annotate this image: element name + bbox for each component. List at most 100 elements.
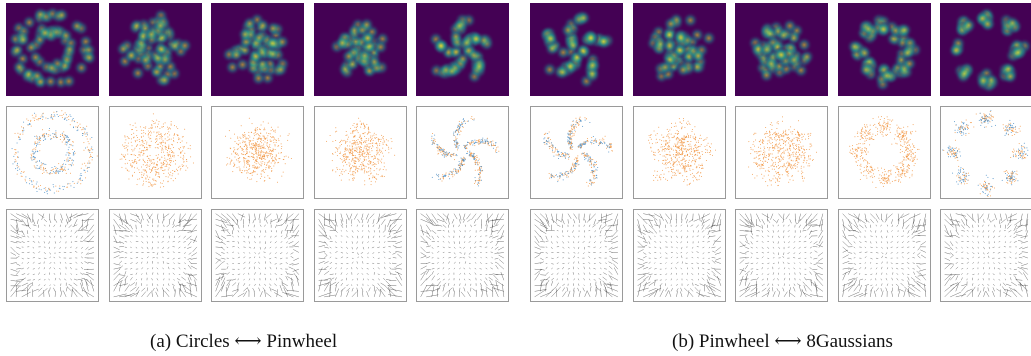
sample-point: [438, 174, 440, 176]
sample-point: [583, 156, 585, 158]
sample-point: [138, 151, 140, 153]
vector-arrow: [215, 241, 223, 243]
sample-point: [546, 143, 548, 145]
vector-arrow: [491, 246, 493, 249]
sample-point: [268, 167, 270, 169]
vector-arrow: [264, 246, 266, 250]
vector-arrow: [177, 262, 180, 264]
vector-arrow: [280, 241, 283, 243]
sample-point: [230, 137, 232, 139]
sample-point: [264, 129, 266, 131]
sample-point: [460, 166, 462, 168]
vector-arrow: [190, 273, 197, 281]
vector-arrow: [464, 272, 466, 275]
sample-point: [473, 119, 475, 121]
sample-point: [367, 143, 369, 145]
sample-point: [474, 181, 476, 183]
vector-arrow: [32, 279, 36, 281]
vector-arrow: [285, 276, 288, 281]
sample-point: [344, 147, 346, 149]
vector-arrow: [182, 271, 186, 275]
sample-point: [338, 141, 340, 143]
sample-point: [171, 155, 173, 157]
sample-point: [347, 136, 349, 138]
sample-point: [138, 138, 140, 140]
sample-point: [445, 172, 447, 174]
sample-point: [457, 170, 459, 172]
sample-point: [556, 150, 558, 152]
panel-a-vector-field-tile-3: [211, 209, 304, 302]
sample-point: [371, 177, 373, 179]
sample-point: [72, 181, 74, 183]
sample-point: [87, 170, 89, 172]
sample-point: [167, 176, 169, 178]
sample-point: [488, 145, 490, 147]
sample-point: [238, 161, 240, 163]
vector-arrow: [289, 263, 294, 265]
vector-arrow: [187, 264, 191, 270]
sample-point: [20, 175, 22, 177]
sample-point: [271, 154, 273, 156]
sample-point: [473, 158, 475, 160]
sample-point: [138, 171, 140, 173]
density-blob: [443, 62, 461, 80]
vector-arrow: [21, 241, 25, 243]
vector-arrow: [146, 256, 149, 259]
sample-point: [33, 148, 35, 150]
vector-arrow: [420, 255, 427, 259]
sample-point: [349, 151, 351, 153]
vector-arrow: [464, 261, 467, 264]
sample-point: [344, 169, 346, 171]
sample-point: [177, 166, 179, 168]
sample-point: [490, 141, 492, 143]
sample-point: [575, 124, 577, 126]
sample-point: [250, 147, 252, 149]
sample-point: [30, 157, 32, 159]
sample-point: [142, 135, 144, 137]
vector-arrow: [221, 213, 231, 222]
sample-point: [169, 156, 171, 158]
vector-arrow: [490, 230, 493, 236]
sample-point: [247, 177, 249, 179]
vector-arrow: [187, 277, 192, 286]
sample-point: [575, 121, 577, 123]
sample-point: [50, 115, 52, 117]
sample-point: [576, 121, 578, 123]
sample-point: [66, 144, 68, 146]
sample-point: [452, 174, 454, 176]
sample-point: [249, 156, 251, 158]
vector-arrow: [284, 235, 288, 239]
sample-point: [44, 138, 46, 140]
vector-arrow: [453, 246, 456, 249]
vector-arrow: [426, 230, 431, 237]
sample-point: [279, 158, 281, 160]
sample-point: [147, 181, 149, 183]
sample-point: [490, 145, 492, 147]
sample-point: [572, 133, 574, 135]
sample-point: [259, 135, 261, 137]
sample-point: [149, 184, 151, 186]
vector-arrow: [290, 256, 294, 259]
vector-arrow: [53, 224, 56, 227]
vector-arrow: [167, 266, 169, 270]
sample-point: [162, 140, 164, 142]
sample-point: [473, 155, 475, 157]
vector-arrow: [318, 219, 325, 230]
sample-point: [345, 148, 347, 150]
vector-arrow: [356, 219, 360, 223]
sample-point: [349, 174, 351, 176]
sample-point: [161, 141, 163, 143]
sample-point: [592, 164, 594, 166]
vector-arrow: [215, 285, 224, 297]
vector-arrow: [378, 213, 385, 220]
sample-point: [79, 127, 81, 129]
sample-point: [133, 154, 135, 156]
vector-arrow: [366, 252, 369, 255]
sample-point: [477, 164, 479, 166]
vector-arrow: [469, 267, 471, 270]
sample-point: [59, 114, 61, 116]
vector-arrow: [178, 284, 186, 286]
sample-point: [131, 150, 133, 152]
vector-arrow: [16, 289, 27, 292]
sample-point: [155, 138, 157, 140]
